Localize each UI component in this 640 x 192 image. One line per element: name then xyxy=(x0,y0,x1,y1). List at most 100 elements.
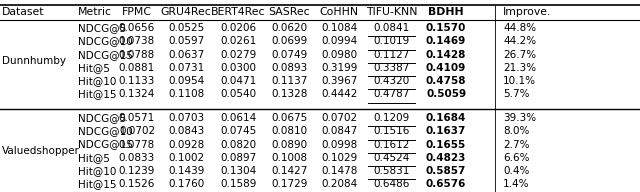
Text: 0.4823: 0.4823 xyxy=(426,153,467,163)
Text: 0.1084: 0.1084 xyxy=(321,23,357,33)
Text: Metric: Metric xyxy=(78,7,112,17)
Text: 0.4758: 0.4758 xyxy=(426,76,467,86)
Text: 0.0699: 0.0699 xyxy=(271,36,307,46)
Text: NDCG@5: NDCG@5 xyxy=(78,113,126,123)
Text: 0.0637: 0.0637 xyxy=(168,50,204,60)
Text: 0.6486: 0.6486 xyxy=(374,179,410,189)
Text: 0.0731: 0.0731 xyxy=(168,63,204,73)
Text: TIFU-KNN: TIFU-KNN xyxy=(366,7,417,17)
Text: 2.7%: 2.7% xyxy=(503,140,529,150)
Text: 0.1526: 0.1526 xyxy=(119,179,155,189)
Text: 0.0675: 0.0675 xyxy=(271,113,307,123)
Text: 0.1304: 0.1304 xyxy=(220,166,256,176)
Text: 0.0702: 0.0702 xyxy=(119,126,155,136)
Text: 0.0471: 0.0471 xyxy=(220,76,256,86)
Text: 0.0998: 0.0998 xyxy=(321,140,357,150)
Text: 0.0656: 0.0656 xyxy=(119,23,155,33)
Text: 0.0980: 0.0980 xyxy=(321,50,357,60)
Text: 0.0843: 0.0843 xyxy=(168,126,204,136)
Text: 0.3387: 0.3387 xyxy=(374,63,410,73)
Text: Hit@5: Hit@5 xyxy=(78,153,110,163)
Text: 44.8%: 44.8% xyxy=(503,23,536,33)
Text: 0.1516: 0.1516 xyxy=(374,126,410,136)
Text: 0.1008: 0.1008 xyxy=(271,153,307,163)
Text: 0.1589: 0.1589 xyxy=(220,179,256,189)
Text: 0.0881: 0.0881 xyxy=(119,63,155,73)
Text: 0.1684: 0.1684 xyxy=(426,113,467,123)
Text: 0.1428: 0.1428 xyxy=(426,50,467,60)
Text: 0.1239: 0.1239 xyxy=(119,166,155,176)
Text: FPMC: FPMC xyxy=(122,7,152,17)
Text: 0.1469: 0.1469 xyxy=(426,36,466,46)
Text: 0.1137: 0.1137 xyxy=(271,76,307,86)
Text: NDCG@10: NDCG@10 xyxy=(78,126,133,136)
Text: 0.0206: 0.0206 xyxy=(220,23,256,33)
Text: 0.0820: 0.0820 xyxy=(220,140,256,150)
Text: 0.1328: 0.1328 xyxy=(271,89,307,99)
Text: 0.1133: 0.1133 xyxy=(119,76,155,86)
Text: 0.0810: 0.0810 xyxy=(271,126,307,136)
Text: Valuedshopper: Valuedshopper xyxy=(2,146,80,156)
Text: 0.0788: 0.0788 xyxy=(119,50,155,60)
Text: 0.0597: 0.0597 xyxy=(168,36,204,46)
Text: 0.0893: 0.0893 xyxy=(271,63,307,73)
Text: 0.0540: 0.0540 xyxy=(220,89,256,99)
Text: 0.0279: 0.0279 xyxy=(220,50,256,60)
Text: 0.0847: 0.0847 xyxy=(321,126,357,136)
Text: 0.3199: 0.3199 xyxy=(321,63,357,73)
Text: SASRec: SASRec xyxy=(268,7,310,17)
Text: 0.5059: 0.5059 xyxy=(426,89,466,99)
Text: Dunnhumby: Dunnhumby xyxy=(2,56,66,66)
Text: 0.0703: 0.0703 xyxy=(168,113,204,123)
Text: Hit@15: Hit@15 xyxy=(78,179,116,189)
Text: Improve.: Improve. xyxy=(503,7,552,17)
Text: 0.1029: 0.1029 xyxy=(321,153,357,163)
Text: 44.2%: 44.2% xyxy=(503,36,536,46)
Text: 6.6%: 6.6% xyxy=(503,153,529,163)
Text: 10.1%: 10.1% xyxy=(503,76,536,86)
Text: 0.0614: 0.0614 xyxy=(220,113,256,123)
Text: 39.3%: 39.3% xyxy=(503,113,536,123)
Text: Hit@10: Hit@10 xyxy=(78,76,116,86)
Text: 0.1439: 0.1439 xyxy=(168,166,204,176)
Text: 0.1729: 0.1729 xyxy=(271,179,307,189)
Text: 0.1612: 0.1612 xyxy=(374,140,410,150)
Text: Hit@15: Hit@15 xyxy=(78,89,116,99)
Text: 0.6576: 0.6576 xyxy=(426,179,467,189)
Text: 5.7%: 5.7% xyxy=(503,89,529,99)
Text: 0.1002: 0.1002 xyxy=(168,153,204,163)
Text: 0.1108: 0.1108 xyxy=(168,89,204,99)
Text: 0.5857: 0.5857 xyxy=(426,166,467,176)
Text: 26.7%: 26.7% xyxy=(503,50,536,60)
Text: 0.0749: 0.0749 xyxy=(271,50,307,60)
Text: 0.4109: 0.4109 xyxy=(426,63,466,73)
Text: 0.0954: 0.0954 xyxy=(168,76,204,86)
Text: 0.0928: 0.0928 xyxy=(168,140,204,150)
Text: 21.3%: 21.3% xyxy=(503,63,536,73)
Text: NDCG@15: NDCG@15 xyxy=(78,140,133,150)
Text: 0.4320: 0.4320 xyxy=(374,76,410,86)
Text: 0.0620: 0.0620 xyxy=(271,23,307,33)
Text: Hit@10: Hit@10 xyxy=(78,166,116,176)
Text: 0.4787: 0.4787 xyxy=(374,89,410,99)
Text: NDCG@15: NDCG@15 xyxy=(78,50,133,60)
Text: NDCG@5: NDCG@5 xyxy=(78,23,126,33)
Text: 0.1427: 0.1427 xyxy=(271,166,307,176)
Text: 0.1570: 0.1570 xyxy=(426,23,467,33)
Text: 0.1760: 0.1760 xyxy=(168,179,204,189)
Text: 1.4%: 1.4% xyxy=(503,179,529,189)
Text: 0.1478: 0.1478 xyxy=(321,166,357,176)
Text: 0.0261: 0.0261 xyxy=(220,36,256,46)
Text: 0.0897: 0.0897 xyxy=(220,153,256,163)
Text: 0.0300: 0.0300 xyxy=(220,63,256,73)
Text: 0.0738: 0.0738 xyxy=(119,36,155,46)
Text: 0.0890: 0.0890 xyxy=(271,140,307,150)
Text: 0.1637: 0.1637 xyxy=(426,126,467,136)
Text: 0.4524: 0.4524 xyxy=(374,153,410,163)
Text: CoHHN: CoHHN xyxy=(319,7,359,17)
Text: 0.2084: 0.2084 xyxy=(321,179,357,189)
Text: 0.0525: 0.0525 xyxy=(168,23,204,33)
Text: 0.0702: 0.0702 xyxy=(321,113,357,123)
Text: 0.1209: 0.1209 xyxy=(374,113,410,123)
Text: 8.0%: 8.0% xyxy=(503,126,529,136)
